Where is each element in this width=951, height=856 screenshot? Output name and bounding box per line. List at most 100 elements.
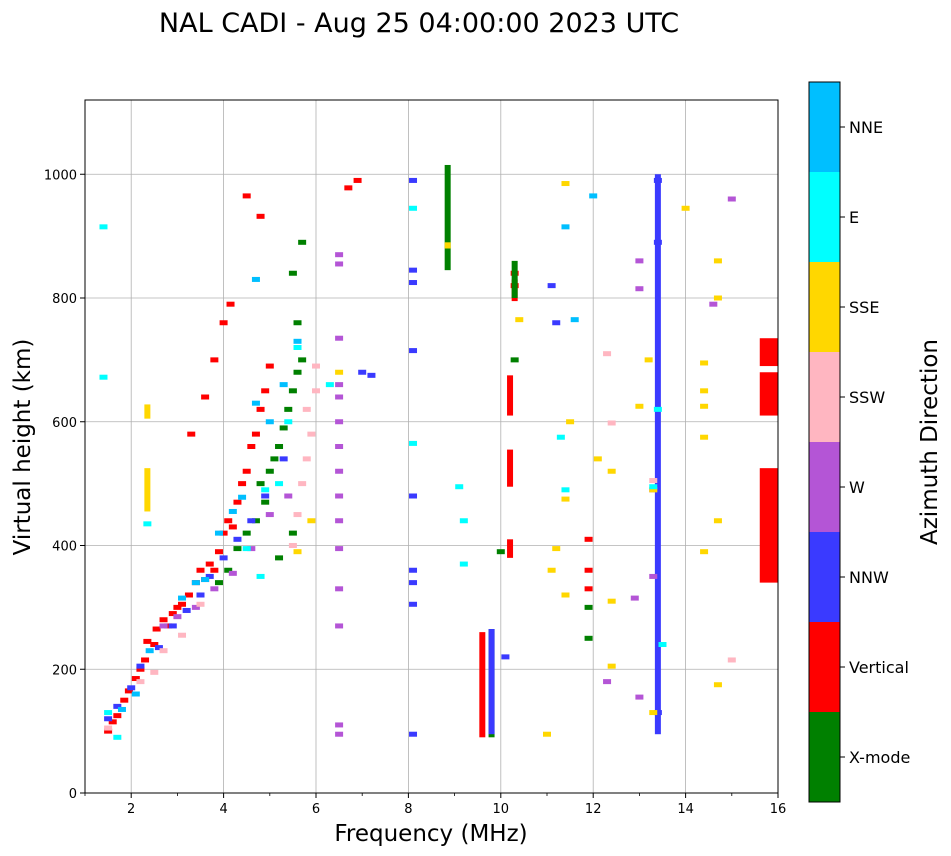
- point-sse: [543, 731, 551, 737]
- point-ssw: [150, 669, 159, 675]
- colorbar-tick-label: Vertical: [849, 658, 909, 677]
- point-vertical: [256, 406, 265, 412]
- point-w: [335, 518, 344, 524]
- point-nnw: [547, 283, 556, 289]
- point-x-mode: [275, 555, 284, 561]
- point-w: [210, 586, 219, 592]
- point-nnw: [409, 493, 418, 499]
- point-sse: [547, 567, 556, 573]
- y-axis-label: Virtual height (km): [10, 339, 36, 556]
- point-vertical: [150, 642, 159, 647]
- point-ssw: [312, 388, 320, 394]
- colorbar-segment-nne: [809, 82, 840, 172]
- point-w: [727, 196, 736, 202]
- colorbar-segment-e: [809, 172, 840, 262]
- point-vertical: [353, 177, 362, 183]
- point-x-mode: [288, 530, 297, 536]
- point-vertical: [178, 601, 187, 607]
- point-x-mode: [279, 425, 288, 431]
- point-sse: [515, 317, 524, 323]
- point-x-mode: [288, 388, 297, 394]
- x-tick-label: 12: [585, 802, 602, 817]
- point-e: [261, 487, 270, 493]
- point-x-mode: [298, 239, 307, 245]
- point-vertical: [584, 586, 593, 592]
- point-vertical: [196, 567, 205, 573]
- point-x-mode: [293, 369, 302, 375]
- point-vertical: [242, 193, 251, 199]
- x-tick-label: 14: [677, 802, 694, 817]
- point-w: [335, 493, 344, 499]
- point-nnw: [219, 555, 228, 561]
- point-sse: [713, 518, 722, 524]
- point-w: [335, 623, 344, 629]
- point-x-mode: [275, 444, 284, 449]
- point-nne: [251, 400, 260, 406]
- x-axis-label: Frequency (MHz): [334, 821, 527, 847]
- point-ssw: [196, 601, 205, 607]
- point-nnw: [409, 601, 418, 607]
- y-tick-label: 600: [52, 416, 77, 431]
- y-tick-label: 400: [52, 540, 77, 555]
- segment-vertical: [507, 375, 514, 416]
- point-e: [104, 710, 113, 716]
- point-vertical: [210, 357, 219, 363]
- point-vertical: [210, 567, 219, 573]
- point-vertical: [159, 617, 168, 623]
- point-nnw: [409, 580, 418, 586]
- colorbar-tick-label: NNE: [849, 118, 883, 137]
- point-vertical: [251, 431, 260, 437]
- point-w: [335, 252, 344, 258]
- point-e: [459, 518, 468, 524]
- point-e: [561, 487, 570, 493]
- point-nnw: [409, 348, 418, 354]
- point-vertical: [124, 688, 133, 694]
- point-sse: [561, 496, 570, 502]
- point-nne: [214, 530, 223, 536]
- point-x-mode: [251, 518, 260, 524]
- colorbar-tick-label: E: [849, 208, 859, 227]
- point-x-mode: [224, 567, 233, 573]
- colorbar-segment-ssw: [809, 352, 840, 442]
- point-vertical: [108, 719, 117, 725]
- point-nne: [293, 338, 302, 344]
- point-sse: [552, 546, 561, 552]
- point-sse: [681, 205, 690, 211]
- colorbar-tick-label: SSW: [849, 388, 885, 407]
- point-nnw: [127, 685, 136, 691]
- point-w: [649, 573, 658, 579]
- point-nnw: [367, 372, 376, 378]
- point-x-mode: [496, 549, 505, 555]
- point-sse: [307, 518, 316, 524]
- point-nnw: [182, 607, 191, 613]
- point-nnw: [205, 573, 214, 579]
- point-sse: [700, 434, 709, 440]
- point-vertical: [164, 623, 173, 629]
- point-w: [265, 512, 274, 518]
- point-e: [99, 224, 108, 230]
- point-sse: [335, 369, 344, 375]
- point-vertical: [201, 394, 210, 400]
- point-w: [709, 301, 718, 307]
- point-sse: [593, 456, 602, 462]
- point-x-mode: [270, 456, 279, 462]
- point-nnw: [168, 623, 177, 629]
- point-e: [409, 440, 418, 446]
- point-ssw: [302, 456, 311, 462]
- colorbar-tick-label: W: [849, 478, 865, 497]
- point-x-mode: [265, 468, 274, 474]
- point-w: [635, 258, 644, 264]
- x-tick-label: 4: [219, 802, 227, 817]
- x-tick-label: 16: [770, 802, 787, 817]
- point-vertical: [261, 388, 270, 394]
- point-vertical: [168, 611, 177, 617]
- point-ssw: [302, 406, 311, 412]
- point-x-mode: [288, 270, 297, 276]
- point-x-mode: [242, 530, 251, 536]
- point-vertical: [224, 518, 233, 524]
- segment-nnw: [654, 174, 661, 735]
- point-e: [256, 573, 265, 579]
- point-sse: [607, 663, 616, 669]
- point-vertical: [233, 499, 242, 505]
- point-nnw: [552, 320, 561, 326]
